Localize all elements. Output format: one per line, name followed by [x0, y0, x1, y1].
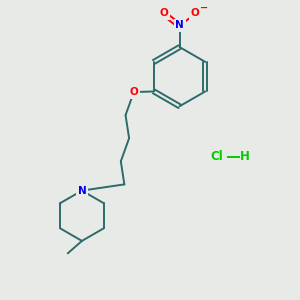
- Text: H: H: [240, 150, 250, 163]
- Text: N: N: [175, 20, 184, 30]
- Text: −: −: [200, 2, 208, 12]
- Text: O: O: [130, 87, 138, 97]
- Text: O: O: [160, 8, 169, 18]
- Text: Cl: Cl: [210, 150, 223, 163]
- Text: O: O: [190, 8, 200, 18]
- Text: N: N: [78, 186, 86, 196]
